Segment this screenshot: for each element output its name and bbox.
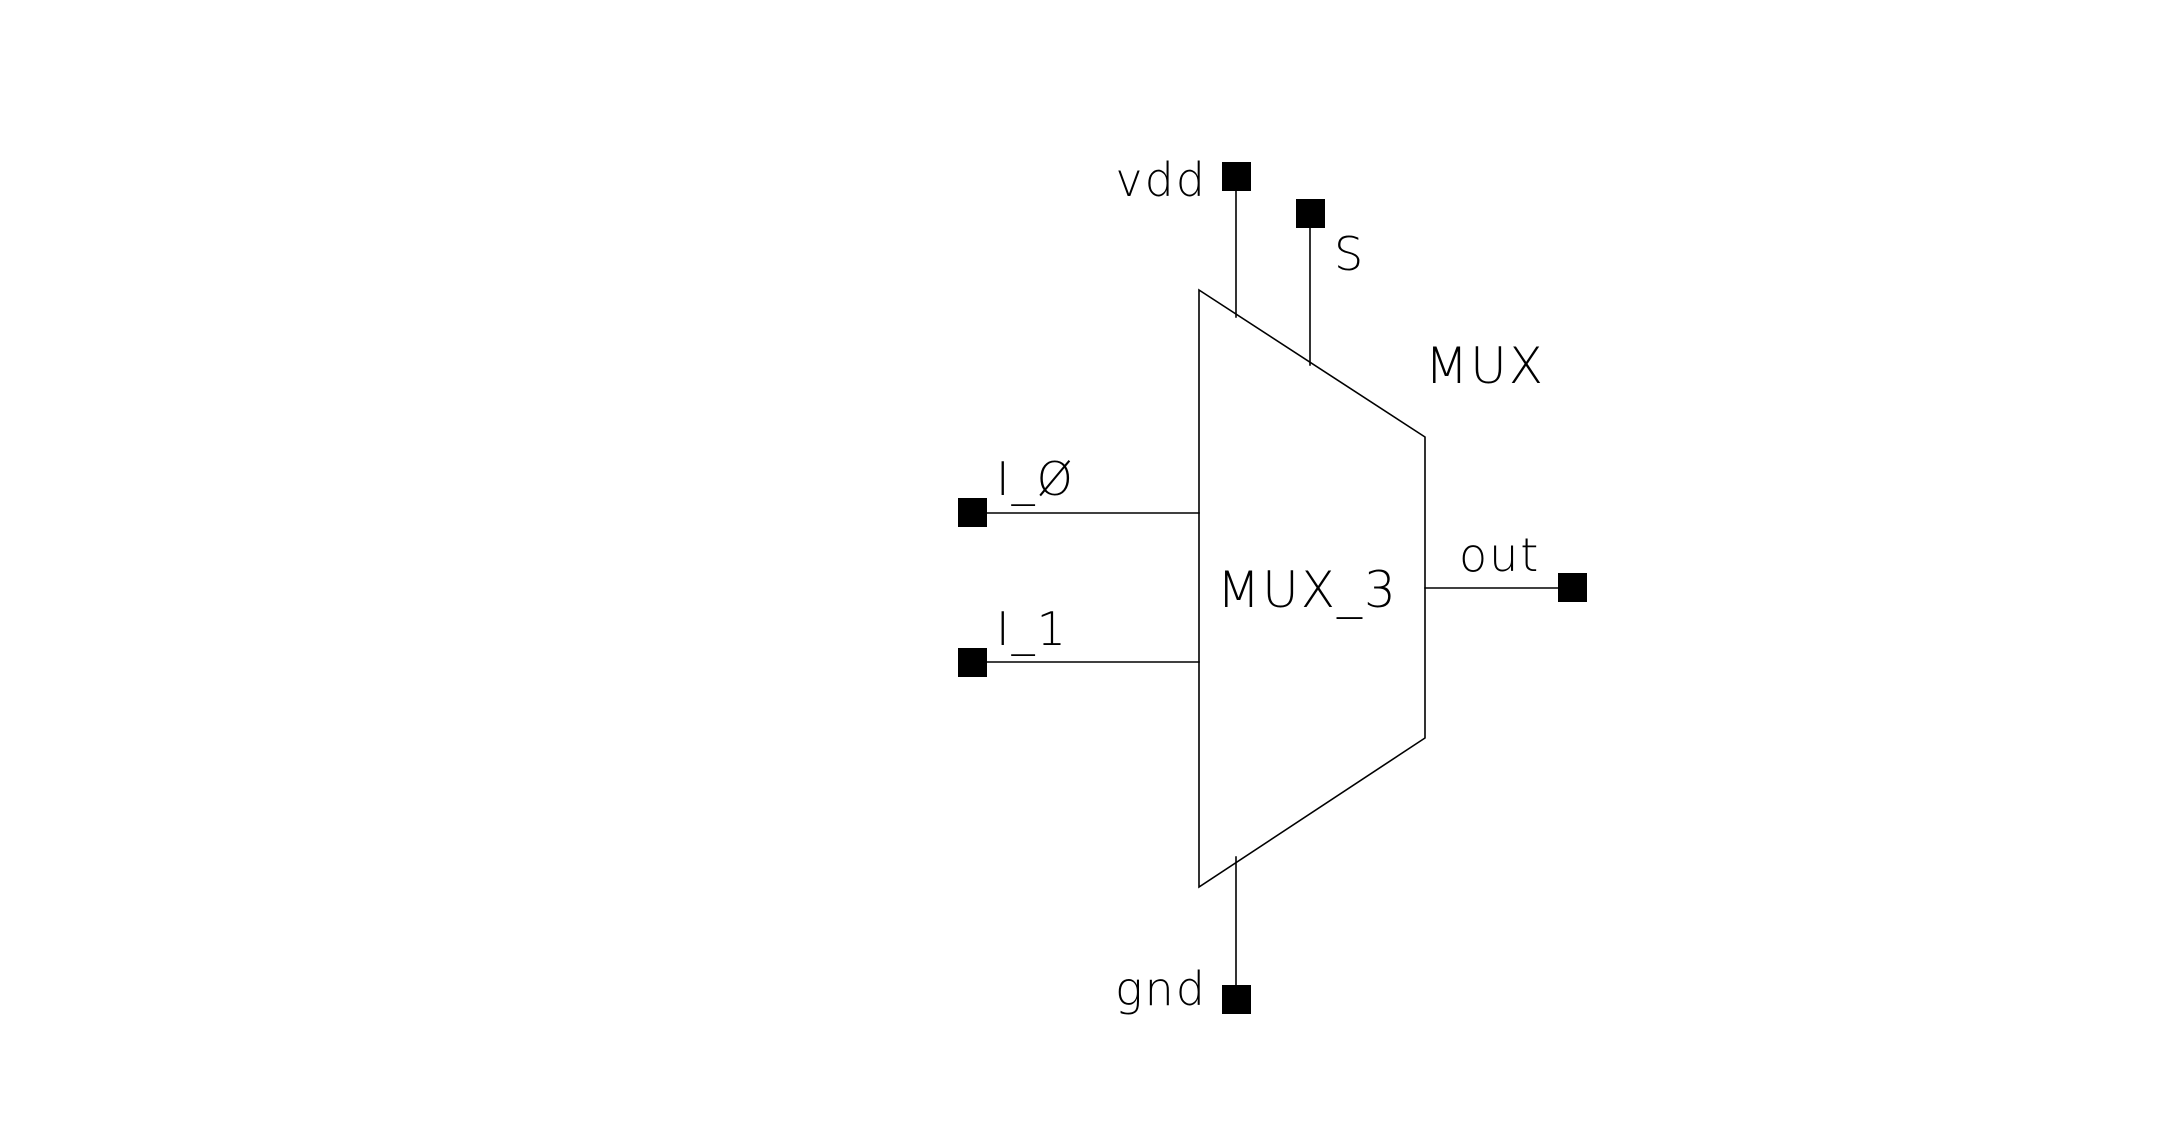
instance-name-label: MUX_3 [1217,561,1398,619]
output-label: out [1459,528,1540,582]
input-0-pin[interactable] [958,498,987,527]
input-0-label: I_Ø [996,452,1075,506]
output-pin[interactable] [1558,573,1587,602]
select-pin[interactable] [1296,199,1325,228]
cell-name-label: MUX [1425,337,1545,395]
input-1-pin[interactable] [958,648,987,677]
mux-symbol-body[interactable] [1198,288,1426,889]
vdd-pin[interactable] [1222,162,1251,191]
gnd-label: gnd [1115,962,1207,1016]
input-1-label: I_1 [996,602,1068,656]
gnd-pin[interactable] [1222,985,1251,1014]
select-label: S [1334,227,1365,281]
vdd-label: vdd [1115,153,1207,207]
